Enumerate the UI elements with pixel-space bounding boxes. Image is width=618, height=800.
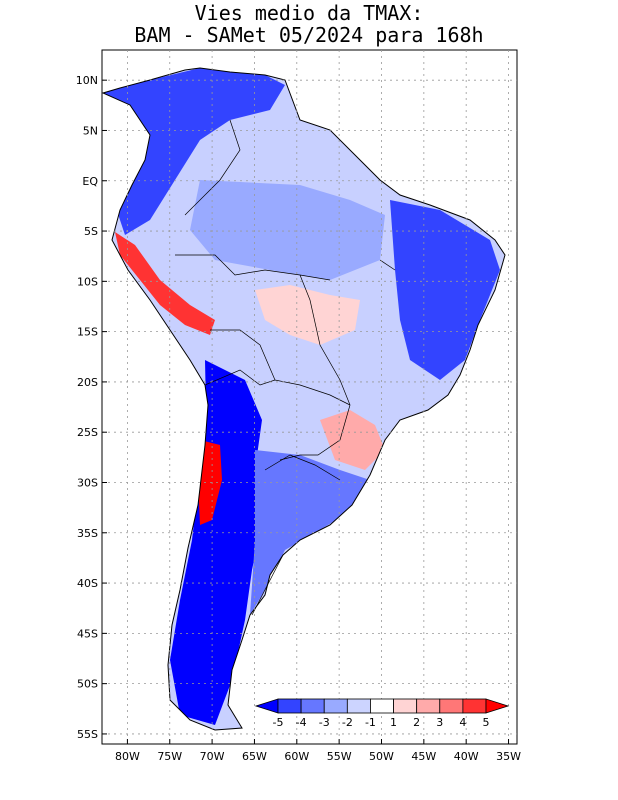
lat-label: 55S xyxy=(77,728,98,741)
colorbar-label: -3 xyxy=(319,716,330,729)
lon-label: 50W xyxy=(369,750,394,763)
map-title-line1: Vies medio da TMAX: xyxy=(194,1,424,25)
lon-label: 55W xyxy=(327,750,352,763)
country-borders xyxy=(175,119,396,616)
latitude-labels: 10N 5N EQ 5S 10S 15S 20S 25S 30S 35S 40S 45S 50S 55S xyxy=(76,74,99,741)
colorbar-box xyxy=(277,698,302,714)
colorbar-label: 2 xyxy=(413,716,420,729)
warm-bias-central xyxy=(255,285,360,345)
colorbar-box xyxy=(370,698,394,714)
lon-label: 80W xyxy=(115,750,140,763)
lat-label: 20S xyxy=(77,376,98,389)
lat-label: 30S xyxy=(77,476,98,489)
longitude-labels: 80W 75W 70W 65W 60W 55W 50W 45W 40W 35W xyxy=(115,750,521,763)
colorbar-end-high xyxy=(485,698,510,714)
lat-label: 50S xyxy=(77,678,98,691)
colorbar-label: 3 xyxy=(436,716,443,729)
lat-label: EQ xyxy=(82,175,98,188)
colorbar-box xyxy=(346,698,371,714)
colorbar-label: 1 xyxy=(390,716,397,729)
lon-label: 70W xyxy=(200,750,225,763)
graticule xyxy=(102,50,517,744)
cold-bias-amazon xyxy=(190,180,385,280)
cold-bias-pampas xyxy=(250,450,370,615)
colorbar: -5 -4 -3 -2 -1 1 2 3 4 5 xyxy=(254,698,510,729)
lat-label: 5N xyxy=(83,124,98,137)
colorbar-box xyxy=(462,698,487,714)
lon-label: 45W xyxy=(411,750,436,763)
colorbar-label: 5 xyxy=(483,716,490,729)
lat-label: 25S xyxy=(77,426,98,439)
lon-label: 35W xyxy=(496,750,521,763)
colorbar-box xyxy=(323,698,348,714)
lon-label: 40W xyxy=(454,750,479,763)
colorbar-box xyxy=(393,698,418,714)
bias-field xyxy=(103,68,505,730)
cold-bias-northeast xyxy=(390,200,500,380)
colorbar-box xyxy=(300,698,325,714)
lat-label: 40S xyxy=(77,577,98,590)
lon-label: 75W xyxy=(157,750,182,763)
colorbar-label: 4 xyxy=(459,716,466,729)
lon-label: 60W xyxy=(284,750,309,763)
lat-label: 45S xyxy=(77,627,98,640)
warm-bias-peru-coast xyxy=(115,232,215,335)
colorbar-label: -1 xyxy=(365,716,376,729)
map-title-line2: BAM - SAMet 05/2024 para 168h xyxy=(134,23,484,47)
warm-bias-southeast xyxy=(320,410,385,470)
lon-label: 65W xyxy=(242,750,267,763)
colorbar-label: -5 xyxy=(273,716,284,729)
colorbar-box xyxy=(439,698,464,714)
colorbar-box xyxy=(416,698,441,714)
lat-label: 10N xyxy=(76,74,98,87)
lat-label: 35S xyxy=(77,527,98,540)
lat-label: 15S xyxy=(77,326,98,339)
cold-bias-northwest xyxy=(103,68,285,235)
lat-label: 10S xyxy=(77,275,98,288)
colorbar-label: -2 xyxy=(342,716,353,729)
colorbar-label: -4 xyxy=(296,716,307,729)
lat-label: 5S xyxy=(84,225,98,238)
